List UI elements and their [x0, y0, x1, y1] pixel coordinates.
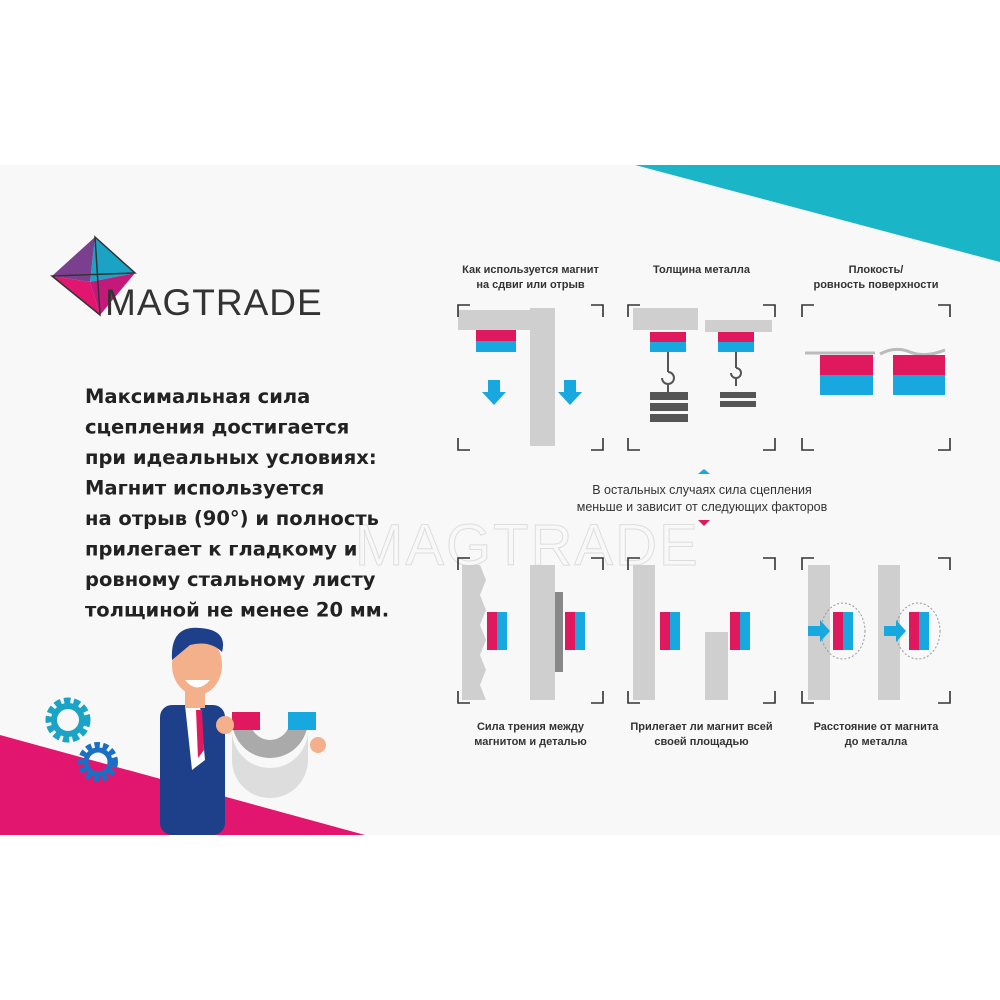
shear-illustration: [458, 308, 582, 446]
headline-line: на отрыв (90°) и полность: [85, 507, 379, 530]
panel-caption: Прилегает ли магнит всей: [630, 721, 772, 733]
panel-caption: магнитом и деталью: [474, 736, 587, 748]
headline-line: при идеальных условиях:: [85, 446, 377, 469]
distance-illustration: [808, 565, 941, 700]
headline-line: Магнит используется: [85, 477, 324, 500]
panel-caption: ровность поверхности: [813, 279, 938, 291]
panel-caption: своей площадью: [654, 736, 748, 748]
brand: MAGTRADE: [105, 282, 323, 323]
headline-line: сцепления достигается: [85, 416, 349, 439]
panel-caption: Как используется магнит: [462, 264, 599, 276]
panel-caption: на сдвиг или отрыв: [476, 279, 585, 291]
teal-corner: [635, 165, 1000, 262]
frame-corners: [801, 304, 951, 451]
frame-corners: [801, 557, 951, 704]
panel-caption: Расстояние от магнита: [814, 721, 940, 733]
frame-corners: [457, 304, 604, 451]
arrow-up: [698, 469, 710, 474]
contact-illustration: [633, 565, 750, 700]
headline-line: толщиной не менее 20 мм.: [85, 599, 389, 622]
frame-corners: [627, 304, 776, 451]
logo: MAGTRADE: [49, 235, 323, 323]
note-line: В остальных случаях сила сцепления: [592, 483, 812, 497]
note: В остальных случаях сила сцепления меньше…: [577, 483, 828, 514]
frame-corners: [457, 557, 604, 704]
headline-line: ровному стальному листу: [85, 568, 376, 591]
thickness-illustration: [633, 308, 772, 422]
businessman: [160, 627, 326, 835]
panel-caption: Толщина металла: [653, 264, 751, 276]
note-line: меньше и зависит от следующих факторов: [577, 500, 828, 514]
gears: [45, 697, 118, 782]
panel-caption: Сила трения между: [477, 721, 585, 733]
headline-line: прилегает к гладкому и: [85, 538, 357, 561]
frame-corners: [627, 557, 776, 704]
flatness-illustration: [805, 347, 946, 395]
arrow-down: [698, 520, 710, 526]
friction-illustration: [462, 565, 585, 700]
panel-caption: до металла: [845, 736, 908, 748]
panel-caption: Плокость/: [849, 264, 904, 276]
headline: Максимальная сила сцепления достигается пр…: [85, 385, 389, 622]
headline-line: Максимальная сила: [85, 385, 310, 408]
panels: Как используется магнит на сдвиг или отры…: [457, 264, 951, 748]
